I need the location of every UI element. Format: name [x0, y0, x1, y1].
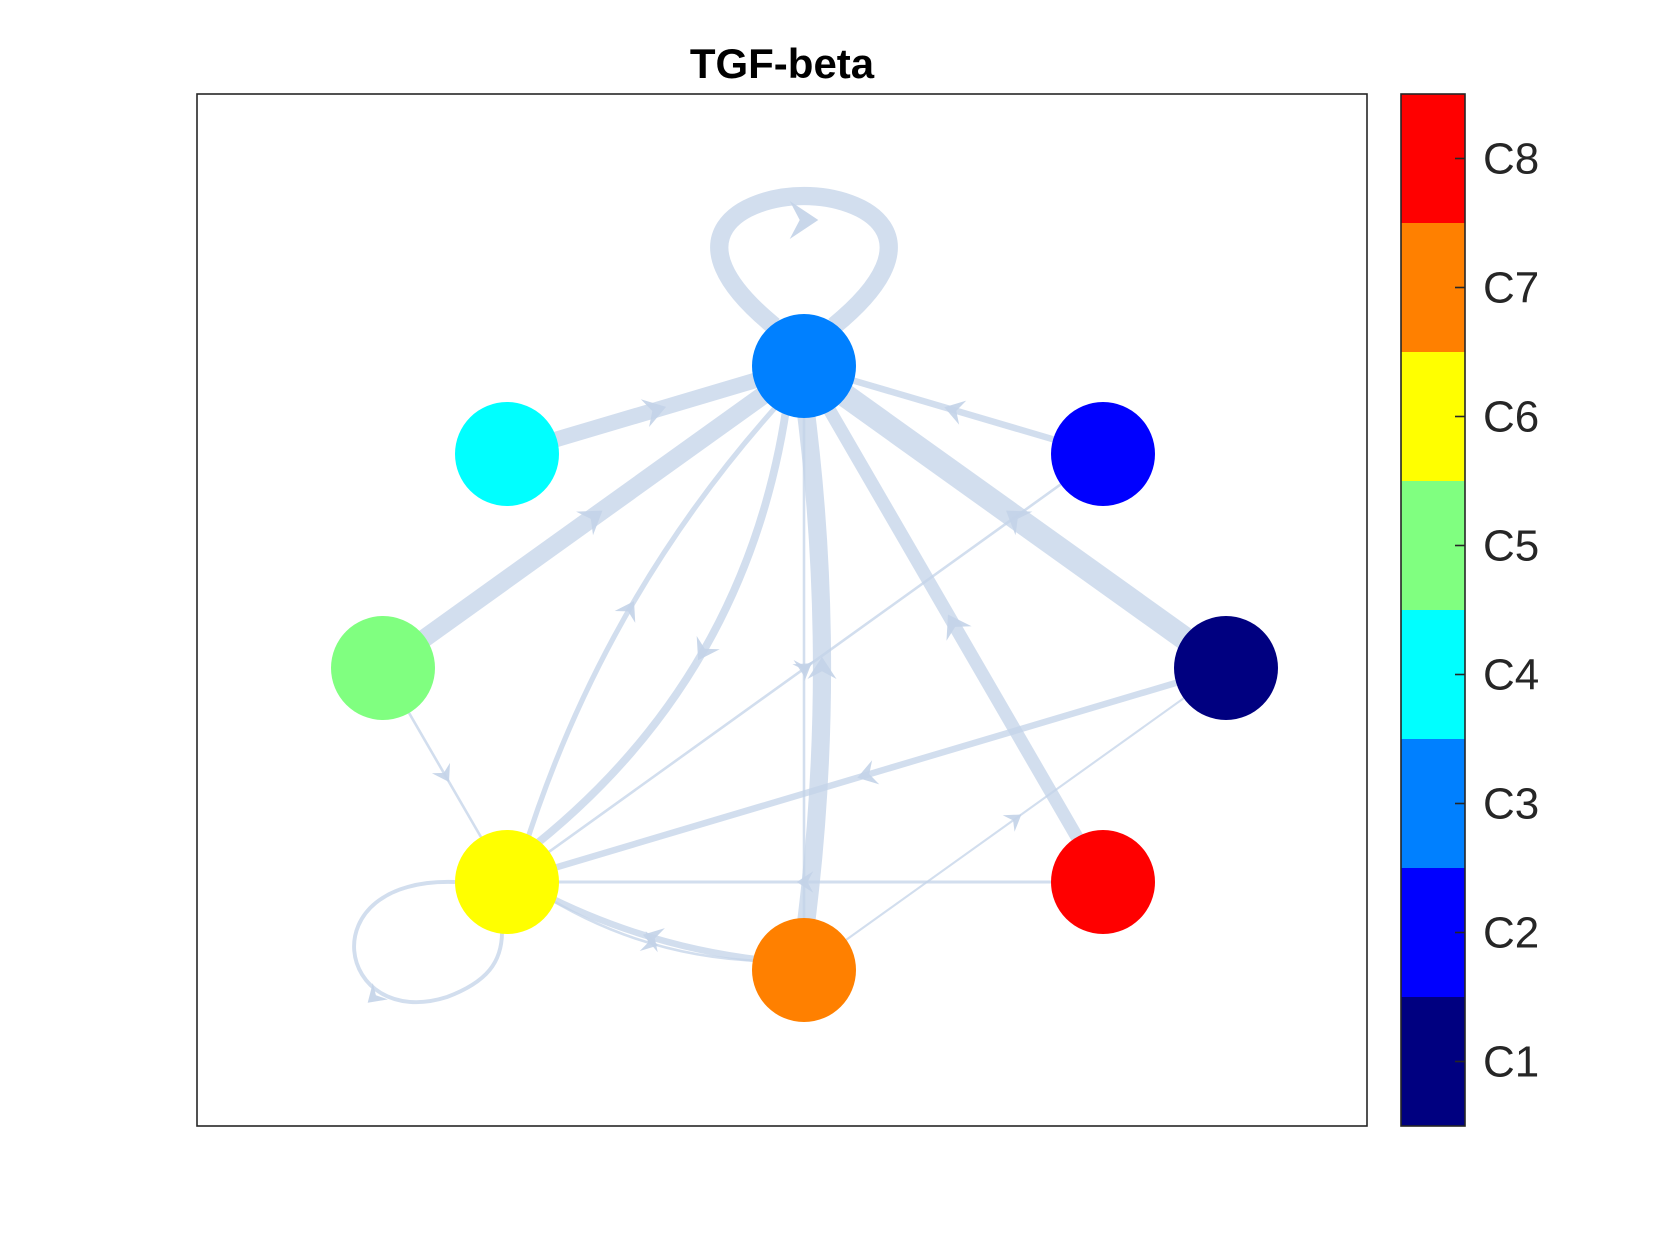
node-c5: [331, 616, 435, 720]
colorbar-label-c8: C8: [1483, 135, 1539, 184]
colorbar-segment-c5: [1401, 481, 1465, 610]
edge-C6-C7: [536, 889, 775, 963]
edge-line: [352, 880, 504, 1005]
colorbar-frame: [1400, 93, 1466, 1127]
edge-arrow: [807, 657, 837, 679]
colorbar-label-c4: C4: [1483, 651, 1539, 700]
edge-arrow: [789, 200, 819, 240]
edge-line: [710, 186, 898, 334]
edge-C3-C6: [520, 392, 793, 859]
colorbar-segment-c7: [1401, 223, 1465, 352]
colorbar-segment-c6: [1401, 352, 1465, 481]
edge-C8-C6: [538, 871, 1072, 893]
edge-C6-C6: [352, 880, 504, 1005]
edge-arrow: [576, 510, 603, 536]
edge-arrow: [792, 663, 812, 682]
nodes-layer: [331, 314, 1278, 1022]
edge-C3-C3: [710, 186, 898, 334]
colorbar-label-c3: C3: [1483, 780, 1539, 829]
edges-layer: [352, 186, 1208, 1005]
chart-title: TGF-beta: [690, 40, 875, 87]
colorbar-label-c1: C1: [1483, 1038, 1539, 1087]
edge-arrow: [796, 871, 814, 893]
node-c4: [455, 402, 559, 506]
edge-arrow: [614, 601, 636, 623]
colorbar-label-c7: C7: [1483, 264, 1539, 313]
colorbar-segment-c8: [1401, 94, 1465, 223]
edge-arrow: [857, 760, 880, 785]
edge-C7-C1: [828, 685, 1202, 953]
colorbar-label-c6: C6: [1483, 393, 1539, 442]
node-c2: [1051, 402, 1155, 506]
colorbar-label-c2: C2: [1483, 909, 1539, 958]
node-c3: [752, 314, 856, 418]
edge-arrow: [639, 930, 659, 951]
edge-arrow: [944, 400, 967, 425]
edge-C7-C3: [794, 396, 837, 940]
colorbar: C1 C2 C3 C4 C5 C6 C7 C8: [1400, 93, 1539, 1127]
edge-C5-C3: [403, 376, 784, 658]
colorbar-segment-c2: [1401, 868, 1465, 997]
edge-arrow: [367, 982, 388, 1003]
edge-C6-C2: [531, 471, 1079, 865]
edge-arrow: [1002, 814, 1022, 832]
colorbar-segment-c1: [1401, 997, 1465, 1126]
edge-arrow: [946, 614, 972, 641]
node-c6: [455, 830, 559, 934]
edge-C5-C6: [397, 694, 493, 856]
edge-C1-C6: [535, 673, 1198, 877]
edge-C6-C3: [520, 391, 791, 856]
edge-C4-C3: [534, 367, 777, 453]
colorbar-segment-c3: [1401, 739, 1465, 868]
colorbar-segment-c4: [1401, 610, 1465, 739]
edge-arrow: [696, 636, 720, 661]
edge-arrow: [1006, 510, 1033, 536]
edge-arrow: [640, 399, 667, 428]
edge-C2-C3: [833, 371, 1074, 449]
node-c1: [1174, 616, 1278, 720]
edge-arrow: [431, 762, 450, 782]
colorbar-label-c5: C5: [1483, 522, 1539, 571]
node-c7: [752, 918, 856, 1022]
node-c8: [1051, 830, 1155, 934]
edge-C8-C3: [814, 389, 1093, 859]
